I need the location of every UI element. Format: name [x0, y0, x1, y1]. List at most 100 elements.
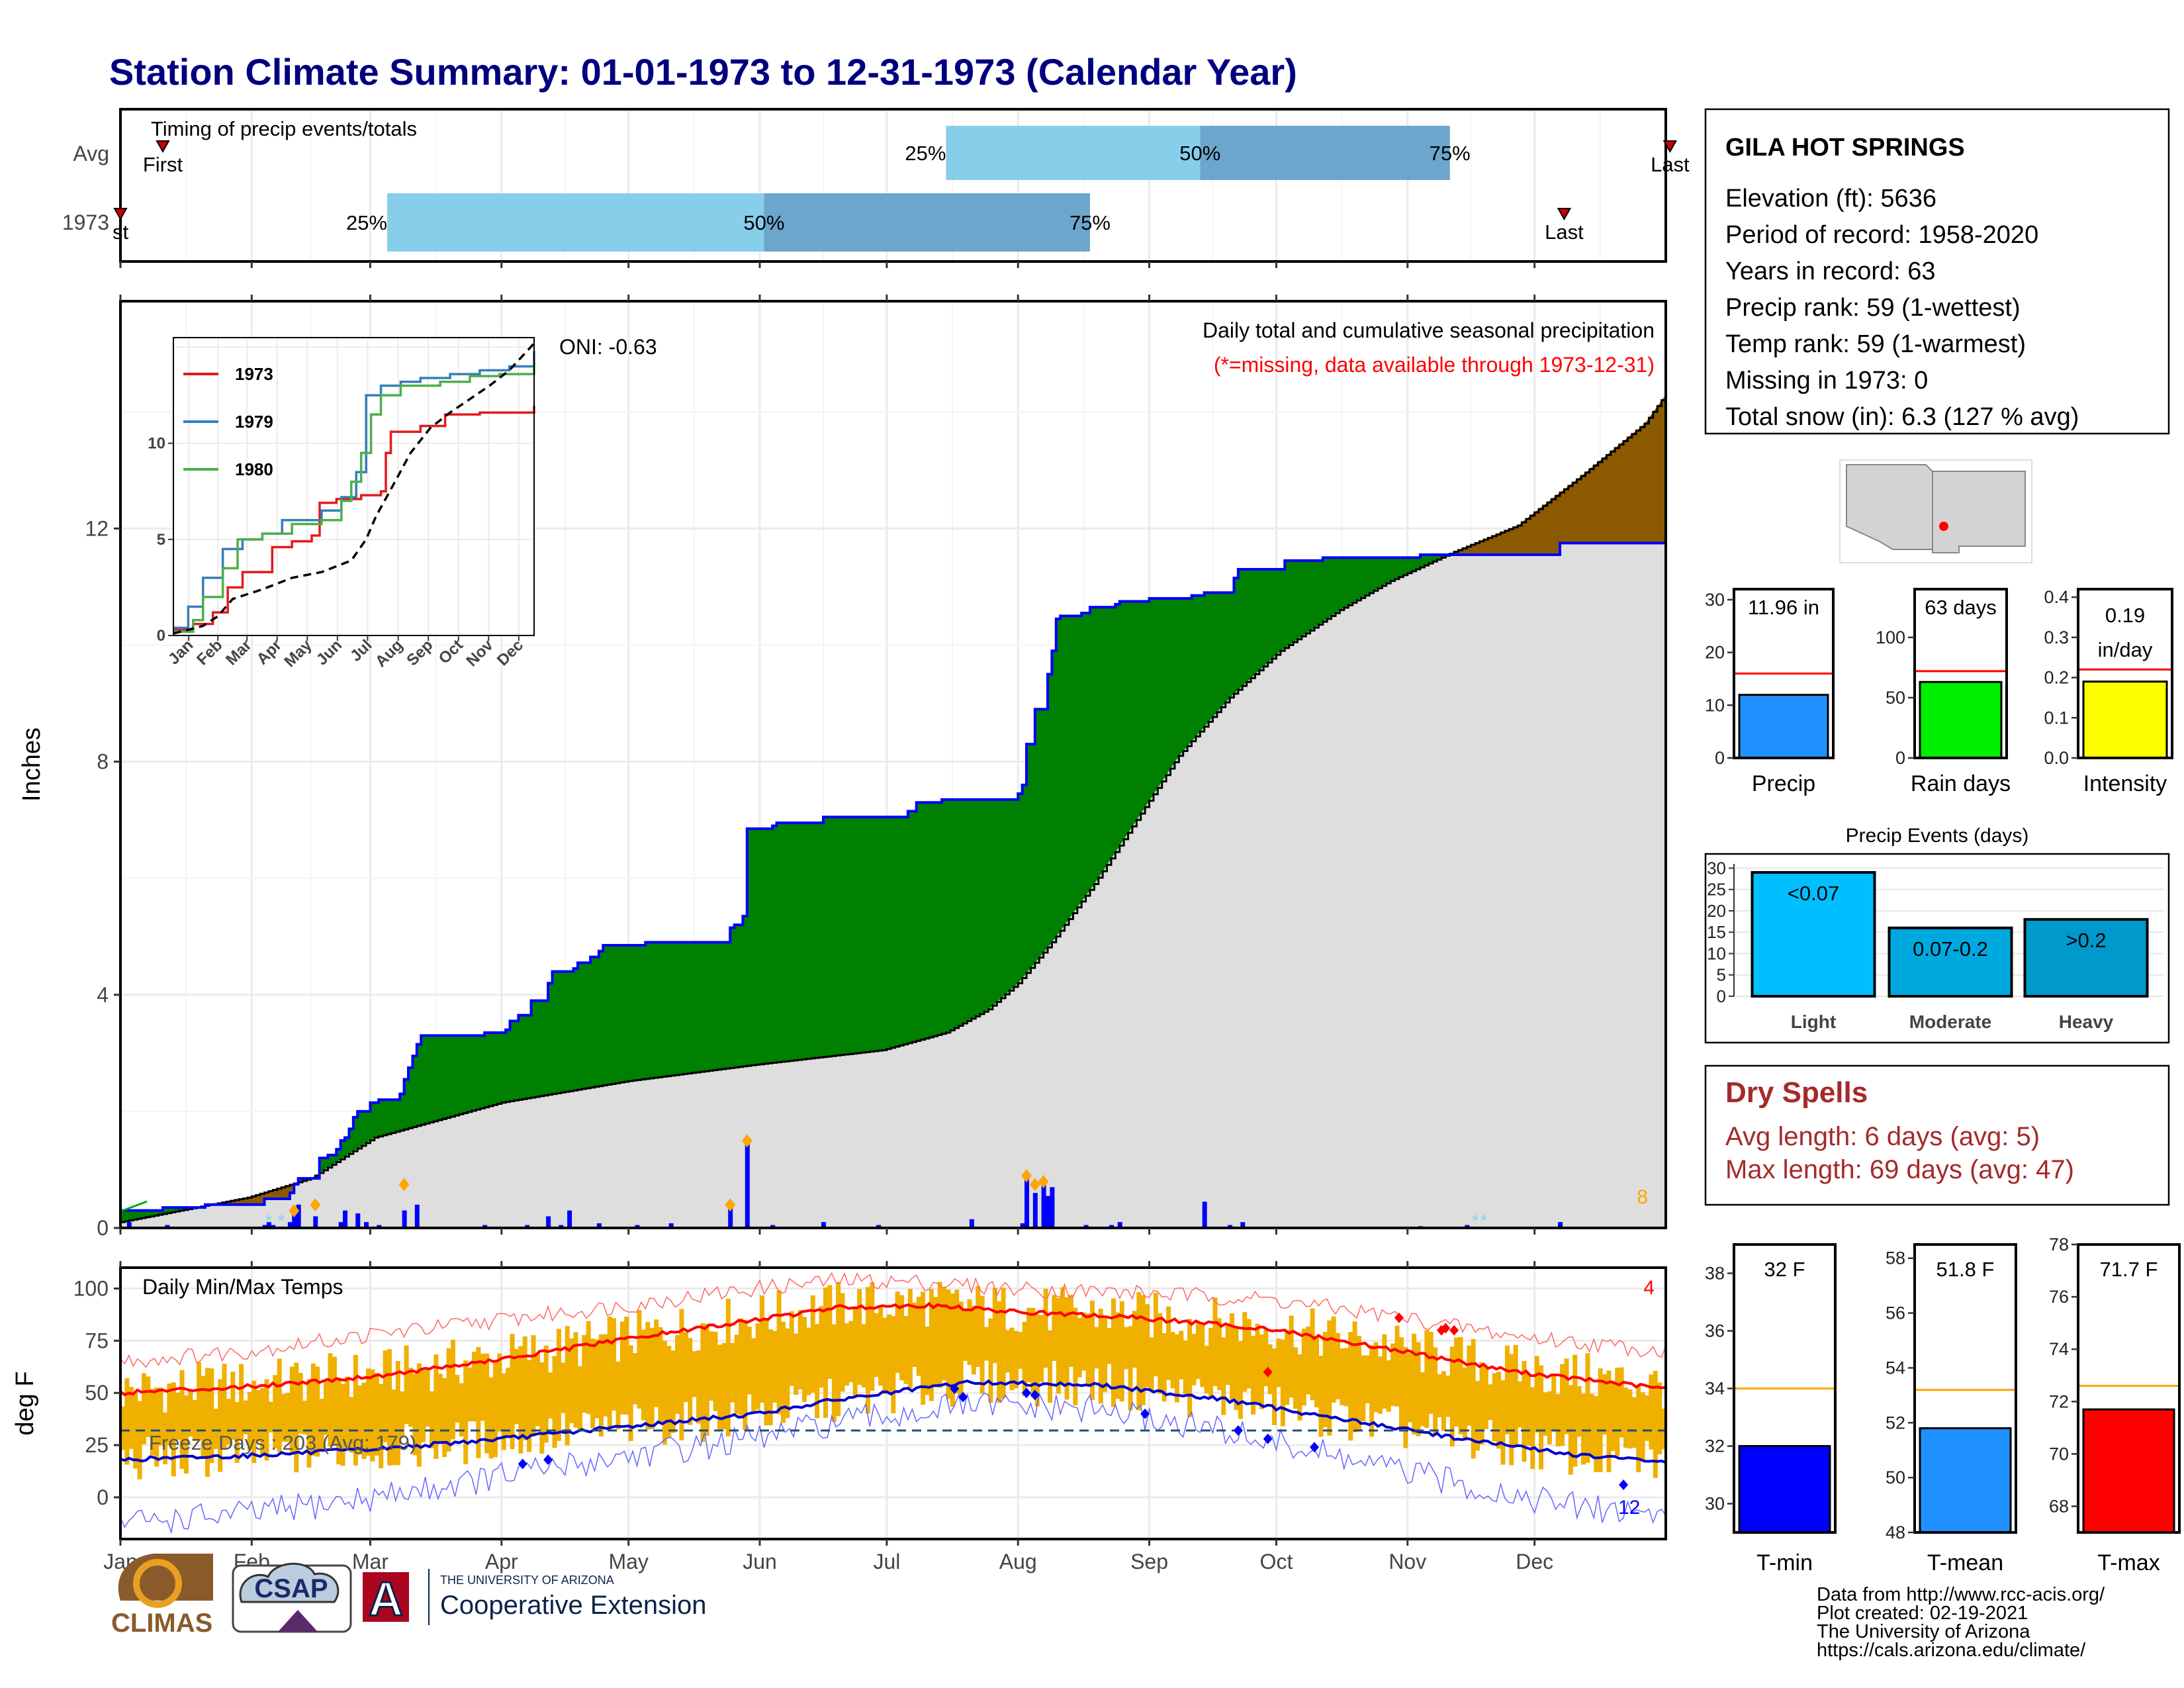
precip-diff-fill — [1077, 616, 1082, 908]
daily-temp-bar — [281, 1393, 287, 1442]
daily-temp-bar — [1318, 1356, 1324, 1437]
precip-diff-fill — [823, 817, 828, 1057]
daily-precip-bar — [1020, 1223, 1025, 1228]
daily-temp-bar — [412, 1374, 418, 1456]
first-marker-icon — [113, 208, 128, 221]
precip-diff-fill — [437, 1035, 443, 1121]
mini-value-label-0: 11.96 in — [1748, 596, 1819, 619]
daily-temp-bar — [1310, 1308, 1315, 1401]
temp-summary-y-tick-label: 72 — [2049, 1391, 2069, 1411]
precip-diff-fill — [912, 811, 917, 1043]
daily-temp-bar — [1009, 1327, 1015, 1391]
first-label-avg: First — [143, 153, 183, 176]
station-elevation: Elevation (ft): 5636 — [1725, 185, 1936, 212]
precip-diff-fill — [395, 1100, 400, 1132]
temp-y-label: deg F — [11, 1371, 39, 1435]
daily-temp-bar — [1343, 1348, 1349, 1407]
precip-diff-fill — [1555, 492, 1561, 555]
precip-diff-fill — [535, 1000, 540, 1098]
precip-diff-fill — [675, 942, 680, 1076]
precip-diff-fill — [899, 817, 905, 1046]
daily-temp-bar — [1454, 1337, 1459, 1427]
daily-temp-bar — [1001, 1288, 1006, 1398]
credit-url: https://cals.arizona.edu/climate/ — [1817, 1640, 2086, 1661]
daily-temp-bar — [1534, 1356, 1539, 1433]
mini-x-label-1: Rain days — [1911, 771, 2011, 796]
daily-temp-bar — [1390, 1343, 1396, 1406]
precip-diff-fill — [1022, 784, 1027, 978]
daily-temp-bar — [633, 1353, 638, 1405]
precip-high-count: 8 — [1637, 1186, 1648, 1208]
daily-temp-bar — [234, 1402, 240, 1463]
daily-temp-bar — [1085, 1313, 1091, 1385]
inset-legend-label-1980: 1980 — [235, 459, 273, 479]
page-title: Station Climate Summary: 01-01-1973 to 1… — [109, 51, 1297, 93]
precip-diff-fill — [590, 957, 596, 1088]
mini-y-tick-label: 30 — [1705, 590, 1725, 610]
daily-temp-bar — [264, 1379, 269, 1461]
heavy-precip-marker — [289, 1203, 300, 1217]
precip-diff-fill — [628, 945, 633, 1082]
precip-diff-fill — [662, 942, 667, 1077]
precip-diff-fill — [416, 1044, 422, 1126]
precip-diff-fill — [1310, 560, 1315, 631]
precip-diff-fill — [1594, 462, 1599, 543]
daily-temp-bar — [467, 1367, 473, 1422]
precip-diff-fill — [255, 1194, 261, 1205]
daily-temp-bar — [739, 1318, 743, 1416]
temp-summary-label-1: T-mean — [1927, 1550, 2003, 1575]
precip-diff-fill — [1149, 598, 1154, 801]
daily-temp-bar — [433, 1354, 439, 1459]
precip-diff-fill — [1124, 601, 1129, 839]
cloud-icon — [239, 1562, 340, 1603]
precip-diff-fill — [1551, 496, 1557, 555]
precip-diff-fill — [1094, 607, 1099, 884]
daily-temp-bar — [492, 1360, 498, 1458]
daily-temp-bar — [725, 1298, 731, 1436]
daily-temp-bar — [1441, 1371, 1446, 1431]
precip-diff-fill — [1543, 502, 1548, 555]
precip-diff-fill — [810, 823, 815, 1058]
precip-diff-fill — [582, 962, 587, 1090]
daily-temp-bar — [1462, 1367, 1467, 1441]
month-label-nov: Nov — [1388, 1550, 1426, 1573]
daily-temp-bar — [175, 1392, 181, 1440]
daily-temp-bar — [1073, 1307, 1078, 1405]
daily-precip-bar — [596, 1223, 602, 1228]
temp-high-count: 4 — [1643, 1277, 1655, 1299]
daily-temp-bar — [556, 1329, 561, 1441]
events-title: Precip Events (days) — [1846, 825, 2029, 847]
daily-temp-bar — [324, 1381, 329, 1435]
daily-temp-bar — [1437, 1374, 1442, 1417]
snow-marker: * — [278, 1211, 285, 1231]
precip-diff-fill — [967, 799, 972, 1021]
daily-precip-bar — [1228, 1225, 1233, 1228]
daily-temp-bar — [976, 1286, 981, 1368]
daily-temp-bar — [1445, 1376, 1451, 1417]
record-high-marker — [1394, 1312, 1404, 1323]
precip-diff-fill — [1653, 406, 1658, 543]
daily-temp-bar — [146, 1376, 151, 1437]
daily-precip-bar — [402, 1210, 407, 1228]
daily-temp-bar — [1161, 1333, 1167, 1402]
precip-diff-fill — [556, 971, 561, 1094]
daily-temp-bar — [946, 1289, 951, 1399]
events-bar-light — [1751, 870, 1876, 998]
precip-diff-fill — [950, 799, 955, 1031]
daily-temp-bar — [1322, 1331, 1328, 1428]
daily-temp-bar — [1504, 1345, 1510, 1434]
climas-logo: CLIMAS — [111, 1554, 213, 1638]
temp-summary-y-tick-label: 38 — [1705, 1264, 1725, 1284]
precip-diff-fill — [739, 925, 743, 1067]
daily-temp-bar — [391, 1389, 396, 1466]
record-high-marker — [1441, 1323, 1451, 1334]
precip-diff-fill — [594, 957, 600, 1087]
daily-temp-bar — [539, 1362, 545, 1454]
precip-diff-fill — [1043, 709, 1048, 953]
precip-diff-fill — [1615, 444, 1620, 543]
precip-diff-fill — [586, 962, 591, 1088]
daily-temp-bar — [425, 1368, 430, 1427]
precip-diff-fill — [1212, 592, 1218, 718]
mini-y-tick-label: 0 — [1715, 748, 1725, 768]
daily-precip-bar — [1032, 1193, 1038, 1228]
